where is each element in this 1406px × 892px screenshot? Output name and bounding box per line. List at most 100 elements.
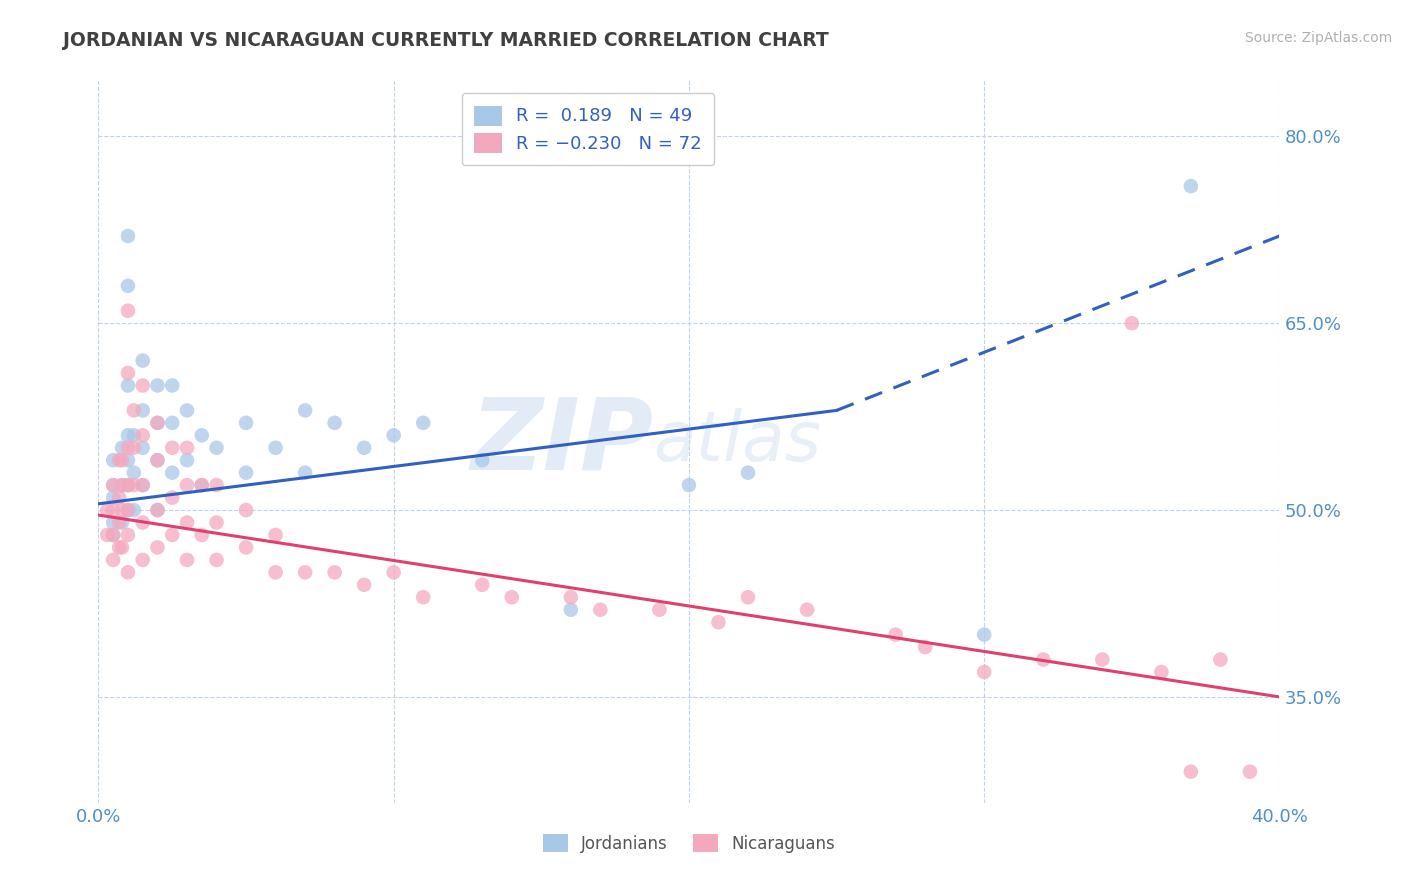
Point	[103, 528, 125, 542]
Point	[122, 466, 145, 480]
Point	[117, 303, 139, 318]
Point	[162, 416, 183, 430]
Point	[737, 466, 759, 480]
Point	[796, 603, 818, 617]
Text: atlas: atlas	[654, 408, 821, 475]
Point	[103, 453, 125, 467]
Point	[737, 591, 759, 605]
Point	[117, 428, 139, 442]
Point	[108, 541, 131, 555]
Point	[96, 528, 118, 542]
Point	[294, 566, 316, 580]
Point	[323, 566, 346, 580]
Point	[191, 478, 214, 492]
Point	[1121, 316, 1143, 330]
Point	[111, 478, 134, 492]
Point	[382, 428, 405, 442]
Point	[176, 553, 198, 567]
Point	[191, 428, 214, 442]
Point	[132, 478, 155, 492]
Point	[96, 503, 118, 517]
Point	[176, 441, 198, 455]
Point	[146, 503, 169, 517]
Point	[1180, 179, 1202, 194]
Point	[1032, 652, 1054, 666]
Point	[122, 428, 145, 442]
Point	[412, 591, 434, 605]
Point	[560, 603, 582, 617]
Point	[103, 503, 125, 517]
Point	[589, 603, 612, 617]
Point	[132, 516, 155, 530]
Point	[235, 416, 257, 430]
Point	[205, 478, 228, 492]
Point	[235, 503, 257, 517]
Point	[146, 453, 169, 467]
Point	[648, 603, 671, 617]
Point	[353, 441, 375, 455]
Point	[117, 503, 139, 517]
Point	[205, 441, 228, 455]
Point	[501, 591, 523, 605]
Point	[191, 528, 214, 542]
Point	[146, 416, 169, 430]
Point	[1239, 764, 1261, 779]
Point	[117, 478, 139, 492]
Point	[1180, 764, 1202, 779]
Point	[132, 353, 155, 368]
Point	[264, 528, 287, 542]
Point	[973, 665, 995, 679]
Point	[323, 416, 346, 430]
Point	[294, 466, 316, 480]
Point	[264, 566, 287, 580]
Point	[117, 503, 139, 517]
Point	[103, 478, 125, 492]
Point	[122, 403, 145, 417]
Point	[884, 627, 907, 641]
Point	[205, 553, 228, 567]
Point	[103, 528, 125, 542]
Point	[707, 615, 730, 630]
Point	[111, 453, 134, 467]
Text: JORDANIAN VS NICARAGUAN CURRENTLY MARRIED CORRELATION CHART: JORDANIAN VS NICARAGUAN CURRENTLY MARRIE…	[63, 31, 830, 50]
Point	[146, 541, 169, 555]
Point	[108, 516, 131, 530]
Legend: Jordanians, Nicaraguans: Jordanians, Nicaraguans	[536, 828, 842, 860]
Point	[117, 229, 139, 244]
Point	[205, 516, 228, 530]
Point	[146, 503, 169, 517]
Point	[117, 528, 139, 542]
Point	[471, 453, 494, 467]
Point	[162, 378, 183, 392]
Point	[103, 478, 125, 492]
Point	[176, 453, 198, 467]
Point	[146, 453, 169, 467]
Point	[176, 403, 198, 417]
Point	[176, 478, 198, 492]
Point	[117, 278, 139, 293]
Point	[111, 478, 134, 492]
Point	[678, 478, 700, 492]
Point	[117, 366, 139, 380]
Point	[162, 466, 183, 480]
Point	[162, 441, 183, 455]
Point	[162, 528, 183, 542]
Point	[146, 378, 169, 392]
Point	[1150, 665, 1173, 679]
Point	[132, 553, 155, 567]
Point	[108, 491, 131, 505]
Text: ZIP: ZIP	[471, 393, 654, 490]
Point	[176, 516, 198, 530]
Point	[117, 453, 139, 467]
Point	[122, 441, 145, 455]
Point	[973, 627, 995, 641]
Point	[103, 516, 125, 530]
Point	[132, 428, 155, 442]
Point	[108, 453, 131, 467]
Text: Source: ZipAtlas.com: Source: ZipAtlas.com	[1244, 31, 1392, 45]
Point	[162, 491, 183, 505]
Point	[1091, 652, 1114, 666]
Point	[117, 566, 139, 580]
Point	[191, 478, 214, 492]
Point	[560, 591, 582, 605]
